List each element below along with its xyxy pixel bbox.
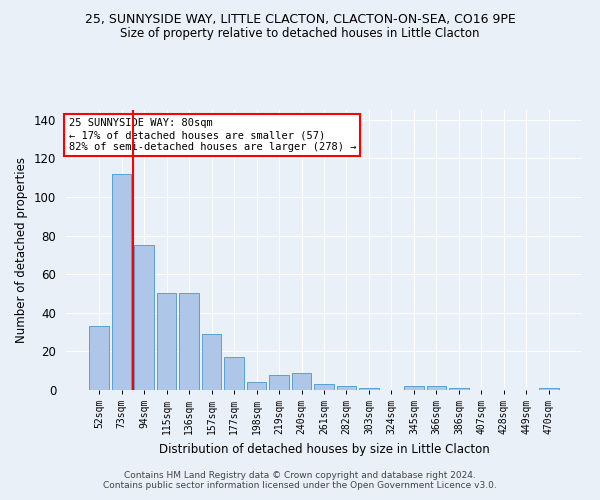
Bar bbox=[427, 386, 446, 390]
Text: Size of property relative to detached houses in Little Clacton: Size of property relative to detached ho… bbox=[120, 28, 480, 40]
Bar bbox=[112, 174, 131, 390]
Text: 25 SUNNYSIDE WAY: 80sqm
← 17% of detached houses are smaller (57)
82% of semi-de: 25 SUNNYSIDE WAY: 80sqm ← 17% of detache… bbox=[68, 118, 356, 152]
Text: 25, SUNNYSIDE WAY, LITTLE CLACTON, CLACTON-ON-SEA, CO16 9PE: 25, SUNNYSIDE WAY, LITTLE CLACTON, CLACT… bbox=[85, 12, 515, 26]
Bar bbox=[449, 388, 469, 390]
Bar bbox=[292, 372, 311, 390]
Bar bbox=[539, 388, 559, 390]
Bar bbox=[202, 334, 221, 390]
Bar bbox=[269, 374, 289, 390]
Bar bbox=[157, 294, 176, 390]
Bar bbox=[359, 388, 379, 390]
Text: Contains HM Land Registry data © Crown copyright and database right 2024.
Contai: Contains HM Land Registry data © Crown c… bbox=[103, 470, 497, 490]
Bar bbox=[404, 386, 424, 390]
Bar bbox=[247, 382, 266, 390]
Bar bbox=[337, 386, 356, 390]
Bar bbox=[89, 326, 109, 390]
X-axis label: Distribution of detached houses by size in Little Clacton: Distribution of detached houses by size … bbox=[158, 442, 490, 456]
Bar bbox=[134, 245, 154, 390]
Y-axis label: Number of detached properties: Number of detached properties bbox=[16, 157, 28, 343]
Bar bbox=[314, 384, 334, 390]
Bar bbox=[224, 357, 244, 390]
Bar bbox=[179, 294, 199, 390]
